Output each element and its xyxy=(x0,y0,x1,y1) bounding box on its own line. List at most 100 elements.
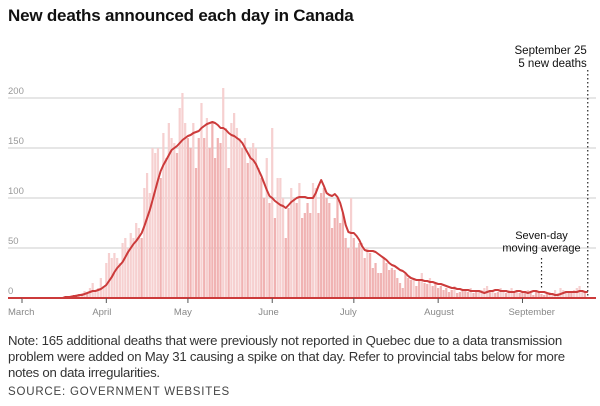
bar-day-97 xyxy=(284,238,287,298)
bar-day-121 xyxy=(349,198,353,298)
bar-day-200 xyxy=(564,291,568,298)
bar-day-79 xyxy=(235,128,238,298)
bar-day-131 xyxy=(377,273,380,298)
bar-day-190 xyxy=(537,293,540,298)
bar-day-163 xyxy=(464,290,467,298)
bar-day-187 xyxy=(529,293,532,298)
bar-day-150 xyxy=(428,278,432,298)
bar-day-136 xyxy=(390,268,393,298)
bar-day-116 xyxy=(336,198,339,298)
y-tick-label-0: 0 xyxy=(8,286,13,297)
bar-day-65 xyxy=(197,138,200,298)
bar-day-174 xyxy=(494,293,497,298)
bar-day-76 xyxy=(227,168,230,298)
bar-day-145 xyxy=(415,286,418,298)
bar-day-117 xyxy=(339,223,342,298)
bar-day-201 xyxy=(567,292,570,298)
bar-day-207 xyxy=(583,293,587,298)
bar-day-123 xyxy=(355,248,358,298)
bar-day-32 xyxy=(107,253,111,298)
bar-day-42 xyxy=(135,223,138,298)
latest-day-label-0: September 25 xyxy=(515,45,587,57)
bar-day-155 xyxy=(442,290,445,298)
bar-day-60 xyxy=(184,123,187,298)
bar-day-164 xyxy=(466,292,470,298)
bar-day-51 xyxy=(159,178,162,298)
bar-day-137 xyxy=(393,270,396,298)
bar-day-86 xyxy=(254,148,257,298)
bar-day-70 xyxy=(211,123,214,298)
bar-day-61 xyxy=(186,138,189,298)
bar-day-135 xyxy=(388,270,391,298)
bar-day-111 xyxy=(322,188,325,298)
latest-day-label-1: 5 new deaths xyxy=(518,58,587,70)
y-tick-label-100: 100 xyxy=(8,186,24,197)
bar-day-120 xyxy=(347,248,350,298)
bar-day-94 xyxy=(276,178,279,298)
bar-day-115 xyxy=(333,218,336,298)
bar-day-188 xyxy=(532,295,535,298)
bar-day-90 xyxy=(265,158,268,298)
bar-day-54 xyxy=(167,123,170,298)
bar-day-140 xyxy=(401,288,404,298)
bar-day-99 xyxy=(290,188,293,298)
bar-day-43 xyxy=(137,228,141,298)
x-tick-label-march: March xyxy=(8,307,34,318)
bar-day-95 xyxy=(279,178,282,298)
bar-day-46 xyxy=(145,173,149,298)
bar-day-110 xyxy=(320,193,323,298)
bar-day-113 xyxy=(328,203,331,298)
bar-day-56 xyxy=(173,143,176,298)
bar-day-193 xyxy=(545,293,549,298)
bar-day-124 xyxy=(358,243,361,298)
bar-day-202 xyxy=(570,292,573,298)
y-axis-labels: 0 50 100 150 200 xyxy=(8,86,24,297)
x-tick-label-august: August xyxy=(424,307,454,318)
bar-day-169 xyxy=(480,290,483,298)
bar-day-74 xyxy=(222,88,225,298)
moving-average-label-0: Seven-day xyxy=(515,230,568,242)
bar-day-85 xyxy=(252,143,255,298)
bar-day-39 xyxy=(126,248,130,298)
bar-day-161 xyxy=(458,292,461,298)
bar-day-101 xyxy=(295,203,298,298)
bar-day-146 xyxy=(417,280,421,298)
bar-day-175 xyxy=(496,292,500,298)
bar-day-80 xyxy=(238,138,241,298)
bar-day-128 xyxy=(369,253,372,298)
bar-day-52 xyxy=(162,133,165,298)
bar-day-176 xyxy=(499,288,502,298)
bar-day-88 xyxy=(260,178,263,298)
moving-average-label-1: moving average xyxy=(502,243,580,255)
bar-day-151 xyxy=(431,286,434,298)
bar-day-91 xyxy=(268,203,271,298)
bar-day-104 xyxy=(303,213,306,298)
bar-day-185 xyxy=(524,292,527,298)
bar-day-203 xyxy=(573,290,576,298)
bar-day-156 xyxy=(445,288,448,298)
bar-day-66 xyxy=(200,103,203,298)
bar-day-158 xyxy=(450,290,453,298)
y-tick-label-200: 200 xyxy=(8,86,24,97)
bar-day-162 xyxy=(461,290,464,298)
bar-day-72 xyxy=(216,138,219,298)
x-axis: March April May June July August September xyxy=(8,297,596,318)
bar-day-73 xyxy=(219,143,222,298)
annotations: September 255 new deaths Seven-daymoving … xyxy=(502,45,589,298)
bar-day-93 xyxy=(273,218,277,298)
bar-day-107 xyxy=(311,183,315,298)
bar-day-168 xyxy=(477,290,481,298)
bar-day-68 xyxy=(205,118,209,298)
bar-day-59 xyxy=(181,93,184,298)
bar-day-78 xyxy=(233,113,236,298)
bar-day-159 xyxy=(453,286,456,298)
bar-day-48 xyxy=(151,148,154,298)
bar-day-35 xyxy=(116,258,119,298)
bar-day-133 xyxy=(382,258,385,298)
bar-day-114 xyxy=(330,228,334,298)
bar-day-126 xyxy=(363,258,366,298)
bar-day-89 xyxy=(262,198,266,298)
bar-day-100 xyxy=(292,198,296,298)
bar-day-154 xyxy=(439,286,442,298)
bar-day-77 xyxy=(230,123,233,298)
